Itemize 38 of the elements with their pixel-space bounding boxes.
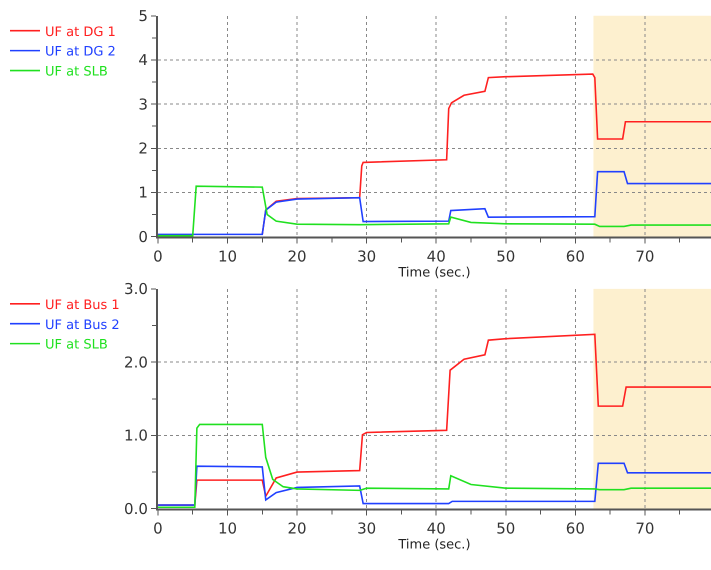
x-tick-label: 60: [566, 248, 585, 266]
x-tick-label: 40: [426, 520, 446, 538]
x-tick-label: 30: [357, 248, 376, 266]
line-series: [158, 170, 711, 236]
line-series: [158, 424, 711, 508]
y-tick-label: 2: [138, 140, 148, 158]
x-axis-title: Time (sec.): [397, 266, 471, 281]
y-tick-label: 4: [138, 51, 148, 70]
x-tick-label: 60: [566, 520, 585, 538]
legend-label: UF at Bus 2: [45, 318, 120, 333]
x-tick-label: 30: [357, 520, 376, 538]
line-series: [158, 462, 711, 506]
y-tick-label: 0: [138, 228, 148, 246]
x-tick-label: 70: [635, 248, 654, 266]
legend-label: UF at SLB: [45, 64, 108, 80]
x-tick-label: 0: [153, 248, 163, 266]
x-tick-label: 50: [496, 520, 516, 538]
x-axis-title: Time (sec.): [397, 538, 471, 553]
legend-label: UF at DG 2: [45, 44, 116, 60]
x-tick-label: 40: [426, 248, 446, 266]
x-tick-label: 20: [288, 248, 307, 266]
x-tick-label: 10: [218, 248, 238, 266]
y-tick-label: 5: [138, 7, 148, 26]
x-tick-label: 50: [496, 248, 516, 266]
y-tick-label: 2.0: [124, 353, 148, 372]
legend-label: UF at Bus 1: [45, 298, 120, 313]
y-tick-label: 3.0: [124, 280, 148, 298]
x-tick-label: 0: [153, 520, 163, 538]
line-series: [158, 185, 711, 236]
y-tick-label: 0.0: [124, 500, 148, 518]
legend-label: UF at DG 1: [45, 24, 116, 40]
y-tick-label: 1: [138, 184, 148, 202]
x-tick-label: 20: [288, 520, 307, 538]
y-tick-label: 3: [138, 95, 148, 114]
x-tick-label: 70: [635, 520, 654, 538]
x-tick-label: 10: [218, 520, 238, 538]
legend-label: UF at SLB: [45, 338, 108, 353]
y-tick-label: 1.0: [124, 426, 148, 445]
